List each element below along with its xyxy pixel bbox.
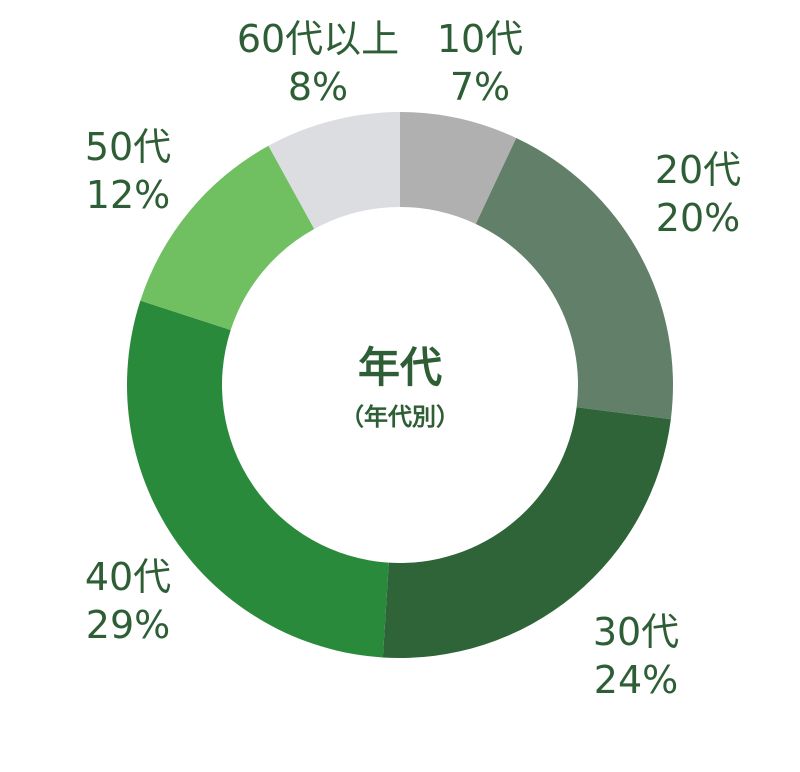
category-label: 60代以上: [237, 17, 399, 61]
category-label: 20代: [655, 148, 741, 192]
center-title: 年代: [358, 343, 442, 392]
center-subtitle: （年代別）: [340, 403, 460, 431]
category-label: 50代: [85, 125, 171, 169]
slice-30代: [382, 407, 671, 658]
slice-40代: [126, 300, 389, 658]
slice-50代: [140, 145, 315, 330]
slice-10代: [400, 112, 517, 224]
category-label: 10代: [437, 17, 523, 61]
value-label: 8%: [288, 65, 348, 109]
value-label: 24%: [594, 658, 678, 702]
slice-60代以上: [268, 112, 400, 230]
value-label: 7%: [450, 65, 510, 109]
slice-20代: [475, 137, 673, 420]
category-label: 40代: [85, 555, 171, 599]
value-label: 29%: [86, 603, 170, 647]
category-label: 30代: [593, 610, 679, 654]
slices: [126, 112, 673, 658]
value-label: 20%: [656, 196, 740, 240]
value-label: 12%: [86, 173, 170, 217]
